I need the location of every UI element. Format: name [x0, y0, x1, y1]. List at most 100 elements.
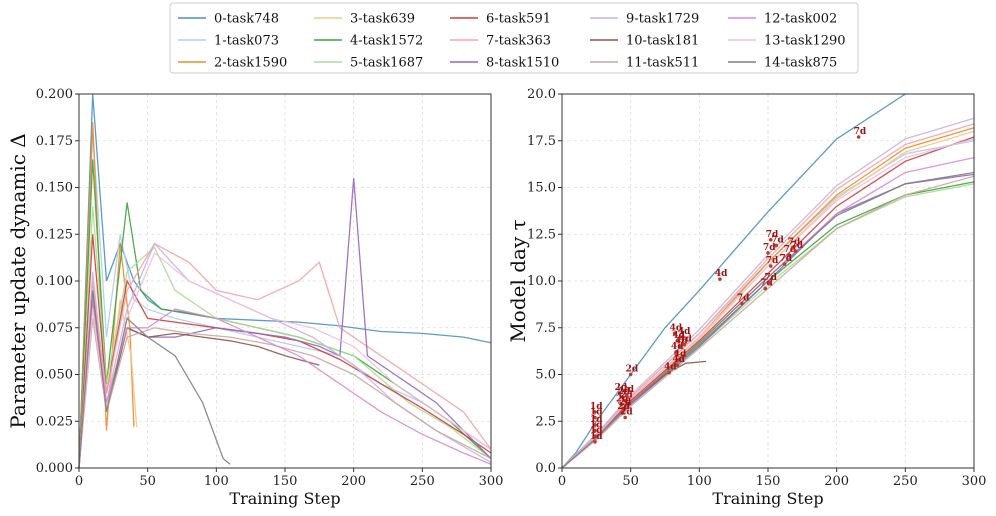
right-ylabel: Model day τ [506, 219, 530, 342]
annotation-label: 1d [590, 415, 603, 425]
legend-label: 2-task1590 [214, 56, 287, 71]
annotation-label: 7d [764, 273, 777, 283]
annotation-label: 7d [779, 254, 792, 264]
y-tick-label: 0.075 [36, 321, 73, 336]
x-tick-label: 100 [687, 474, 712, 489]
right-series-lines [561, 93, 975, 469]
annotation-dot [619, 402, 623, 407]
annotation-dot [768, 238, 773, 242]
series-line-4-task1572 [78, 159, 492, 469]
x-tick-label: 300 [479, 474, 504, 489]
annotation-dot [768, 264, 773, 268]
legend-label: 9-task1729 [626, 12, 699, 27]
annotation-dot [617, 391, 622, 396]
annotation-dot [628, 372, 633, 377]
legend-label: 4-task1572 [350, 34, 423, 49]
series-line-13-task1290 [561, 138, 975, 469]
annotation-dot [623, 415, 627, 420]
annotation-dot [675, 339, 680, 343]
annotation-dot [667, 370, 671, 375]
annotation-label: 7d [737, 293, 750, 303]
y-tick-label: 12.5 [527, 227, 556, 242]
annotation-label: 4d [715, 269, 728, 279]
annotation-dot [782, 262, 787, 266]
annotation-label: 4d [671, 342, 684, 352]
annotation-dot [620, 395, 625, 399]
annotation-dot [593, 440, 597, 444]
legend-label: 1-task073 [214, 34, 279, 49]
x-tick-label: 250 [410, 474, 435, 489]
legend-label: 14-task875 [764, 56, 837, 71]
annotation-label: 7d [771, 235, 784, 245]
annotation-label: 2d [622, 385, 635, 395]
series-line-8-task1510 [561, 173, 975, 469]
legend-frame [169, 2, 859, 74]
annotation-dot [593, 410, 597, 414]
annotation-label: 4d [678, 327, 691, 337]
left-series-lines [78, 93, 492, 469]
annotation-dot [766, 251, 770, 255]
left-ylabel: Parameter update dynamic Δ [6, 133, 30, 428]
y-tick-label: 0.025 [36, 414, 73, 429]
series-line-9-task1729 [561, 117, 975, 469]
series-line-10-task181 [561, 360, 707, 469]
annotation-label: 7d [854, 127, 867, 137]
annotation-dot [620, 410, 625, 414]
annotation-dot [767, 281, 772, 285]
y-tick-label: 0.0 [535, 461, 556, 476]
series-line-12-task002 [78, 299, 492, 469]
annotation-label: 7d [766, 230, 779, 240]
annotation-label: 1d [590, 432, 603, 442]
annotation-dot [682, 342, 687, 347]
legend-label: 11-task511 [626, 56, 699, 71]
annotation-dot [593, 428, 597, 433]
legend-label: 3-task639 [350, 12, 415, 27]
annotation-dot [593, 434, 597, 439]
x-tick-label: 150 [756, 474, 781, 489]
series-line-0-task748 [561, 93, 906, 469]
x-tick-label: 50 [622, 474, 639, 489]
legend-label: 7-task363 [486, 34, 551, 49]
legend-label: 12-task002 [764, 12, 837, 27]
legend-label: 8-task1510 [486, 56, 559, 71]
annotation-dot [786, 253, 791, 257]
annotation-dot [718, 277, 722, 281]
series-line-11-task511 [561, 175, 975, 469]
series-line-7-task363 [78, 242, 492, 469]
annotation-label: 1d [590, 426, 603, 436]
annotation-label: 4d [672, 331, 685, 341]
annotation-dot [678, 344, 682, 349]
x-tick-label: 0 [558, 474, 566, 489]
annotation-label: 1d [590, 408, 603, 418]
annotation-dot [593, 415, 597, 420]
legend-label: 10-task181 [626, 34, 699, 49]
right-tick-labels: 0 50 100 150 200 250 300 0.0 2.5 5.0 7.5 10.0 12.5 15… [527, 87, 986, 489]
x-tick-label: 150 [273, 474, 298, 489]
annotation-label: 7d [763, 243, 776, 253]
series-line-14-task875 [561, 171, 975, 469]
y-tick-label: 0.200 [36, 87, 73, 102]
annotation-label: 2d [619, 398, 632, 408]
annotation-label: 7d [790, 241, 803, 251]
x-tick-label: 0 [75, 474, 83, 489]
y-tick-label: 2.5 [535, 414, 556, 429]
annotation-dot [676, 357, 681, 362]
series-line-2-task1590 [78, 122, 135, 469]
left-xlabel: Training Step [229, 489, 340, 508]
annotation-dot [672, 331, 677, 336]
annotation-dot [674, 350, 678, 354]
annotation-label: 7d [784, 245, 797, 255]
y-tick-label: 15.0 [527, 181, 556, 196]
legend-label: 13-task1290 [764, 34, 846, 49]
y-tick-label: 0.100 [36, 274, 73, 289]
annotation-label: 7d [760, 278, 773, 288]
y-tick-label: 5.0 [535, 368, 556, 383]
annotation-dot [623, 398, 627, 403]
series-line-14-task875 [78, 290, 231, 469]
annotation-label: 4d [675, 336, 688, 346]
annotation-dot [681, 335, 685, 339]
y-tick-label: 17.5 [527, 134, 556, 149]
annotation-label: 4d [674, 350, 687, 360]
legend-label: 0-task748 [214, 12, 279, 27]
